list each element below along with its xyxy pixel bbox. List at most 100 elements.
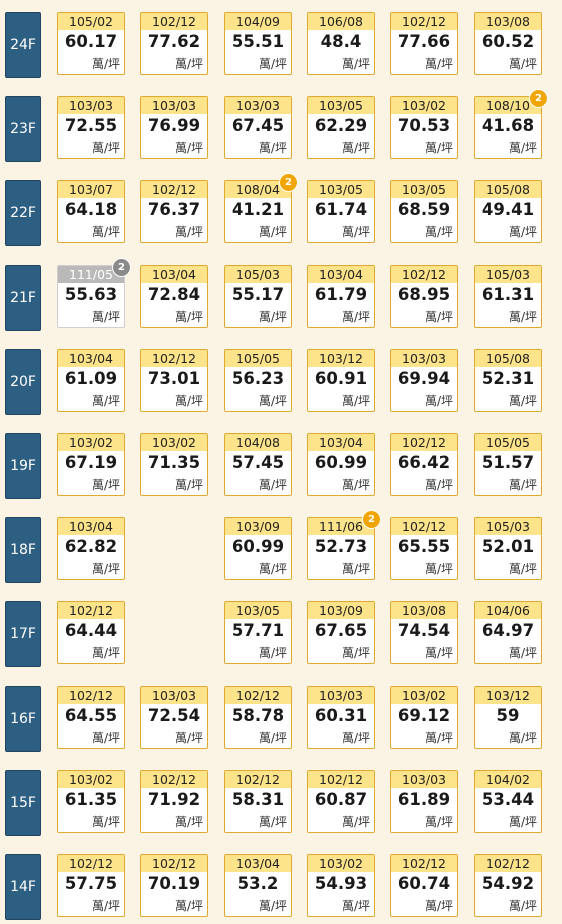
unit-price: 64.44: [64, 621, 118, 640]
unit-price: 76.37: [147, 200, 201, 219]
unit-price-card[interactable]: 103/07 64.18 萬/坪: [57, 180, 125, 243]
unit-price: 60.99: [314, 453, 368, 472]
unit-price-card[interactable]: 104/06 64.97 萬/坪: [474, 601, 542, 664]
unit-price-card[interactable]: 102/12 54.92 萬/坪: [474, 854, 542, 917]
price-unit-label: 萬/坪: [174, 57, 203, 71]
transaction-date: 102/12: [391, 266, 457, 283]
unit-price-card[interactable]: 103/04 72.84 萬/坪: [140, 265, 208, 328]
unit-price-card[interactable]: 102/12 68.95 萬/坪: [390, 265, 458, 328]
floor-row: 24F 105/02 60.17 萬/坪 102/12 77.62 萬/坪 104/09 55.…: [0, 12, 562, 80]
unit-price-card[interactable]: 103/02 54.93 萬/坪: [307, 854, 375, 917]
unit-price-card[interactable]: 103/03 60.31 萬/坪: [307, 686, 375, 749]
transaction-date: 105/08: [475, 350, 541, 367]
unit-price-card[interactable]: 104/08 57.45 萬/坪: [224, 433, 292, 496]
unit-price-card[interactable]: 103/05 57.71 萬/坪: [224, 601, 292, 664]
unit-price-card[interactable]: 103/09 67.65 萬/坪: [307, 601, 375, 664]
unit-price-card[interactable]: 106/08 48.4 萬/坪: [307, 12, 375, 75]
unit-price-card[interactable]: 103/02 71.35 萬/坪: [140, 433, 208, 496]
unit-price-card[interactable]: 102/12 64.55 萬/坪: [57, 686, 125, 749]
unit-price-card[interactable]: 103/02 67.19 萬/坪: [57, 433, 125, 496]
unit-price-card[interactable]: 102/12 73.01 萬/坪: [140, 349, 208, 412]
unit-price-card[interactable]: 104/09 55.51 萬/坪: [224, 12, 292, 75]
transaction-date: 102/12: [58, 855, 124, 872]
unit-price-card[interactable]: 105/08 49.41 萬/坪: [474, 180, 542, 243]
price-unit-label: 萬/坪: [508, 141, 537, 155]
unit-price-card[interactable]: 103/05 61.74 萬/坪: [307, 180, 375, 243]
transaction-date: 102/12: [141, 13, 207, 30]
unit-price-card[interactable]: 102/12 57.75 萬/坪: [57, 854, 125, 917]
unit-price-card[interactable]: 103/03 76.99 萬/坪: [140, 96, 208, 159]
unit-price-card[interactable]: 103/03 72.54 萬/坪: [140, 686, 208, 749]
unit-price-card[interactable]: 105/08 52.31 萬/坪: [474, 349, 542, 412]
unit-price-card[interactable]: 103/08 60.52 萬/坪: [474, 12, 542, 75]
unit-price-card[interactable]: 103/03 67.45 萬/坪: [224, 96, 292, 159]
unit-price-card[interactable]: 102/12 65.55 萬/坪: [390, 517, 458, 580]
price-unit-label: 萬/坪: [424, 57, 453, 71]
unit-price: 64.18: [64, 200, 118, 219]
unit-price: 61.09: [64, 369, 118, 388]
unit-price-card[interactable]: 103/05 68.59 萬/坪: [390, 180, 458, 243]
transaction-date: 103/04: [58, 518, 124, 535]
unit-price-card[interactable]: 102/12 71.92 萬/坪: [140, 770, 208, 833]
unit-price-card[interactable]: 103/02 69.12 萬/坪: [390, 686, 458, 749]
price-unit-label: 萬/坪: [341, 731, 370, 745]
transaction-date: 103/04: [58, 350, 124, 367]
unit-price: 60.99: [231, 537, 285, 556]
unit-price-card[interactable]: 102/12 64.44 萬/坪: [57, 601, 125, 664]
unit-price-card[interactable]: 104/02 53.44 萬/坪: [474, 770, 542, 833]
transaction-count-badge: 2: [113, 259, 130, 276]
price-unit-label: 萬/坪: [174, 899, 203, 913]
unit-price-card[interactable]: 111/05 55.63 萬/坪 2: [57, 259, 130, 328]
unit-price: 53.44: [481, 790, 535, 809]
transaction-date: 103/04: [308, 266, 374, 283]
unit-price-card[interactable]: 102/12 58.31 萬/坪: [224, 770, 292, 833]
unit-price-card[interactable]: 105/03 61.31 萬/坪: [474, 265, 542, 328]
unit-price-card[interactable]: 103/03 61.89 萬/坪: [390, 770, 458, 833]
unit-price-card[interactable]: 103/09 60.99 萬/坪: [224, 517, 292, 580]
transaction-date: 102/12: [58, 687, 124, 704]
unit-price-card[interactable]: 103/04 61.09 萬/坪: [57, 349, 125, 412]
transaction-date: 103/03: [308, 687, 374, 704]
unit-price-card[interactable]: 103/12 60.91 萬/坪: [307, 349, 375, 412]
unit-price-card[interactable]: 102/12 66.42 萬/坪: [390, 433, 458, 496]
unit-price-card[interactable]: 103/02 70.53 萬/坪: [390, 96, 458, 159]
unit-price-card[interactable]: 111/06 52.73 萬/坪 2: [307, 511, 380, 580]
unit-price-card[interactable]: 105/03 55.17 萬/坪: [224, 265, 292, 328]
unit-price-card[interactable]: 103/04 60.99 萬/坪: [307, 433, 375, 496]
unit-price-card[interactable]: 105/02 60.17 萬/坪: [57, 12, 125, 75]
transaction-date: 103/03: [58, 97, 124, 114]
unit-price-card[interactable]: 102/12 58.78 萬/坪: [224, 686, 292, 749]
unit-price-card[interactable]: 103/04 53.2 萬/坪: [224, 854, 292, 917]
unit-price-card[interactable]: 102/12 76.37 萬/坪: [140, 180, 208, 243]
unit-price-card[interactable]: 103/03 69.94 萬/坪: [390, 349, 458, 412]
transaction-date: 103/08: [475, 13, 541, 30]
unit-price-card[interactable]: 103/05 62.29 萬/坪: [307, 96, 375, 159]
transaction-date: 108/10: [475, 97, 541, 114]
unit-price-card[interactable]: 103/03 72.55 萬/坪: [57, 96, 125, 159]
transaction-date: 103/04: [225, 855, 291, 872]
unit-price: 57.75: [64, 874, 118, 893]
unit-price-card[interactable]: 105/05 51.57 萬/坪: [474, 433, 542, 496]
floor-label: 14F: [5, 854, 41, 920]
unit-price-card[interactable]: 103/04 62.82 萬/坪: [57, 517, 125, 580]
unit-price: 62.82: [64, 537, 118, 556]
unit-price-card[interactable]: 108/04 41.21 萬/坪 2: [224, 174, 297, 243]
unit-price-card[interactable]: 102/12 77.62 萬/坪: [140, 12, 208, 75]
unit-price-card[interactable]: 103/08 74.54 萬/坪: [390, 601, 458, 664]
unit-price-card[interactable]: 102/12 60.87 萬/坪: [307, 770, 375, 833]
transaction-date: 103/04: [141, 266, 207, 283]
unit-price-card[interactable]: 108/10 41.68 萬/坪 2: [474, 90, 547, 159]
floor-label: 23F: [5, 96, 41, 162]
unit-price-card[interactable]: 105/03 52.01 萬/坪: [474, 517, 542, 580]
floor-label: 17F: [5, 601, 41, 667]
unit-price-card[interactable]: 103/02 61.35 萬/坪: [57, 770, 125, 833]
unit-price-card[interactable]: 103/04 61.79 萬/坪: [307, 265, 375, 328]
unit-price-card[interactable]: 102/12 60.74 萬/坪: [390, 854, 458, 917]
price-unit-label: 萬/坪: [174, 394, 203, 408]
unit-price-card[interactable]: 102/12 77.66 萬/坪: [390, 12, 458, 75]
unit-price-card[interactable]: 105/05 56.23 萬/坪: [224, 349, 292, 412]
unit-price-card[interactable]: 102/12 70.19 萬/坪: [140, 854, 208, 917]
transaction-date: 103/12: [308, 350, 374, 367]
unit-price: 61.79: [314, 285, 368, 304]
unit-price-card[interactable]: 103/12 59 萬/坪: [474, 686, 542, 749]
